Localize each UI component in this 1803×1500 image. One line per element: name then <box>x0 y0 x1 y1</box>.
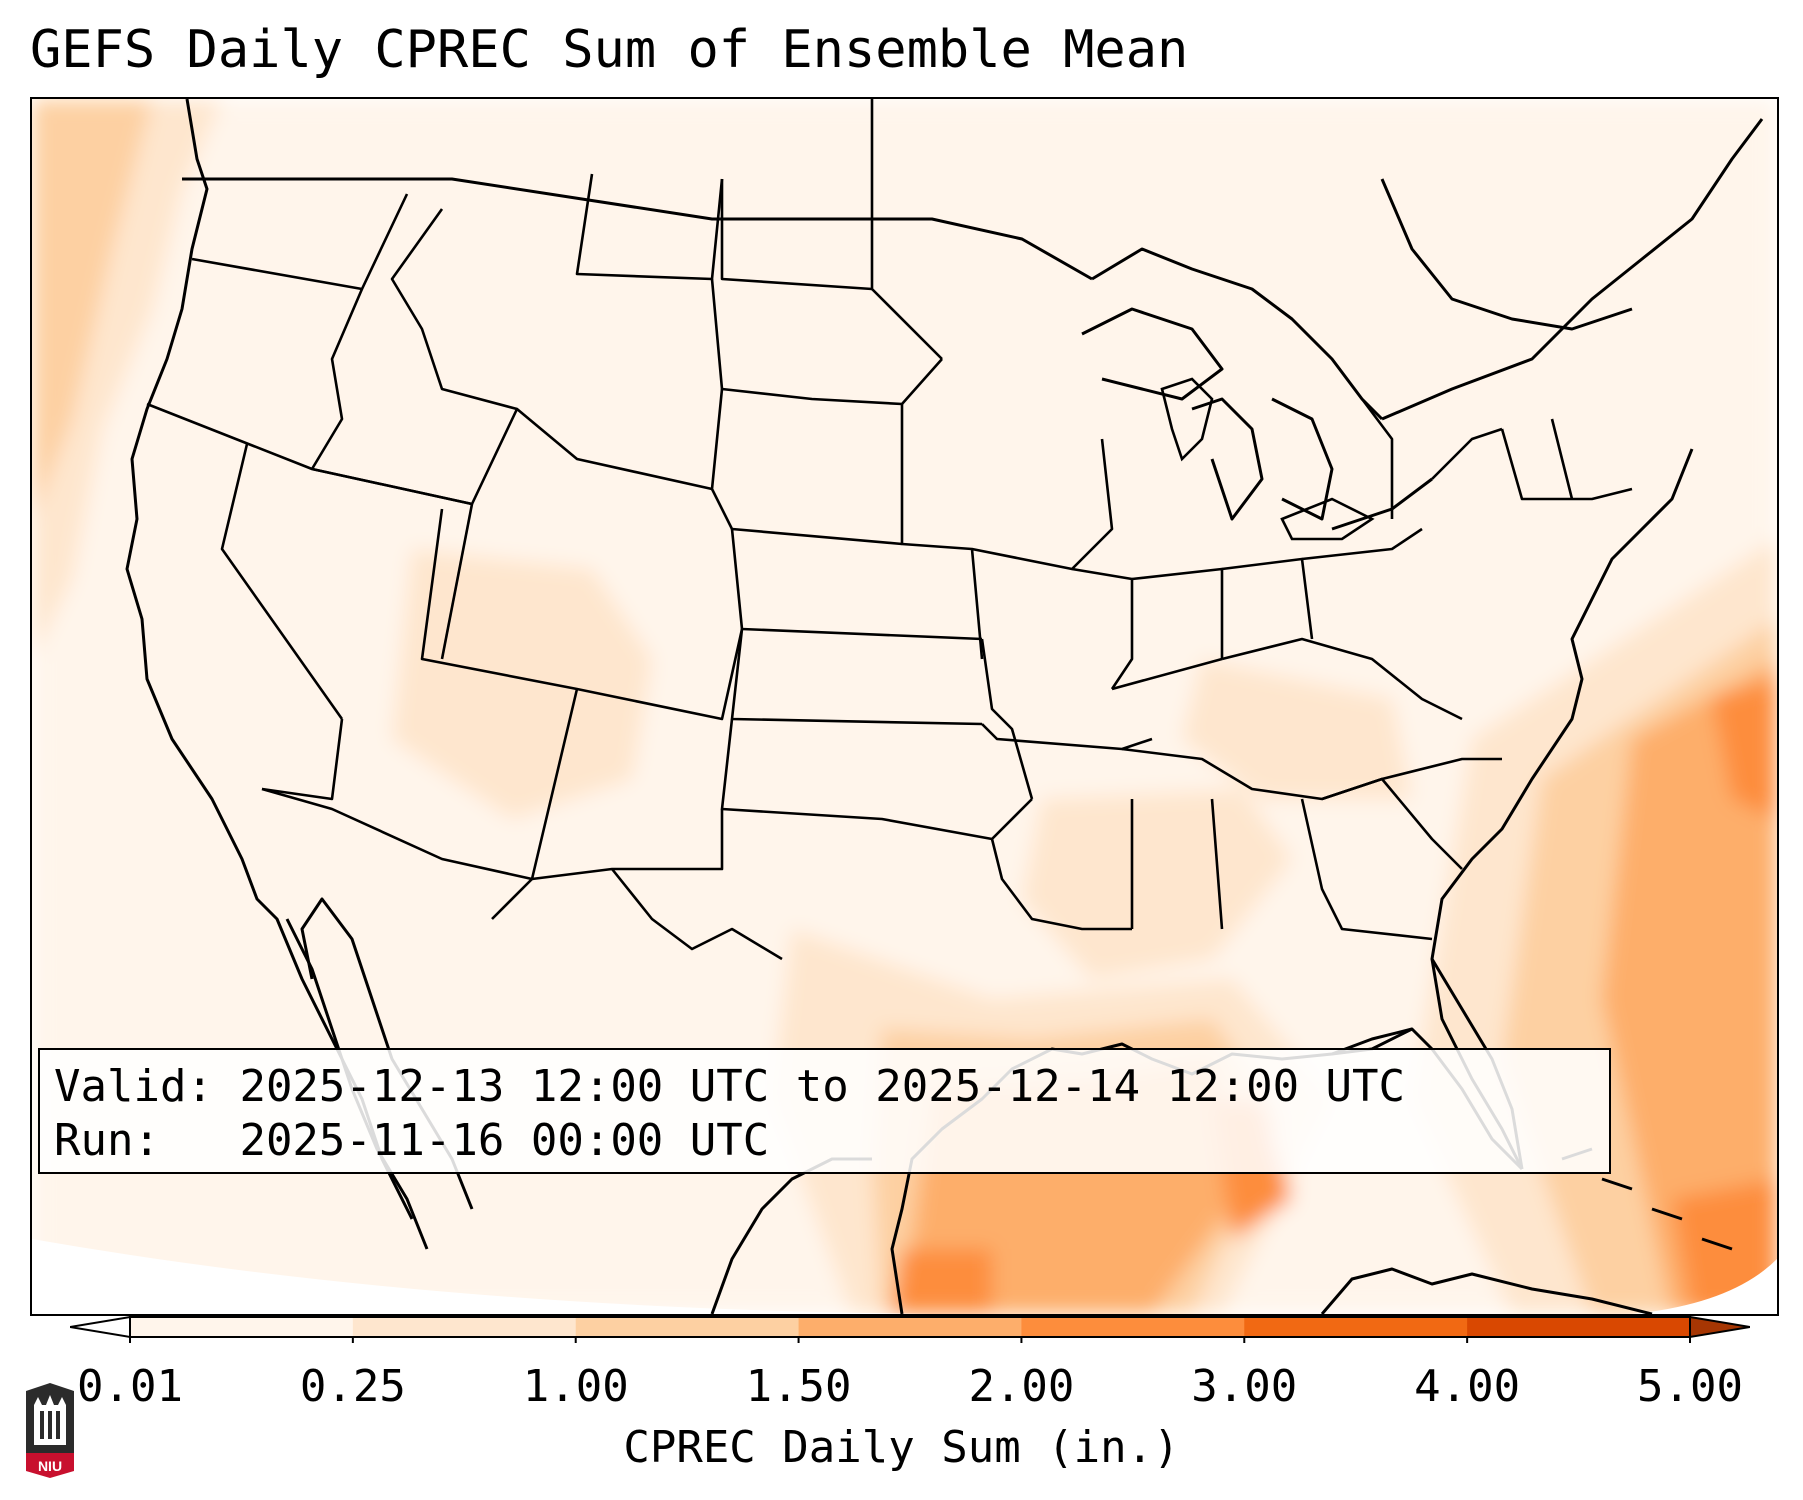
run-line: Run: 2025-11-16 00:00 UTC <box>54 1114 1609 1168</box>
niu-logo: NIU <box>26 1383 74 1478</box>
state-borders <box>146 99 1633 961</box>
colorbar-tick-label: 1.00 <box>522 1361 629 1412</box>
colorbar-segment <box>1021 1317 1245 1337</box>
colorbar <box>70 1315 1750 1343</box>
colorbar-segment <box>130 1317 354 1337</box>
colorbar-label: CPREC Daily Sum (in.) <box>623 1422 1180 1473</box>
colorbar-segment <box>1244 1317 1468 1337</box>
map-title: GEFS Daily CPREC Sum of Ensemble Mean <box>30 20 1189 80</box>
colorbar-segment <box>1467 1317 1691 1337</box>
colorbar-segment <box>352 1317 577 1337</box>
run-label: Run: <box>54 1115 160 1166</box>
precip-lower-mississippi <box>1022 789 1292 979</box>
colorbar-tick-label: 5.00 <box>1637 1361 1743 1412</box>
valid-line: Valid: 2025-12-13 12:00 UTC to 2025-12-1… <box>54 1060 1609 1114</box>
valid-value: 2025-12-13 12:00 UTC to 2025-12-14 12:00… <box>239 1061 1406 1112</box>
great-lakes <box>1160 377 1375 541</box>
colorbar-tick-label: 0.25 <box>299 1361 406 1412</box>
colorbar-over-arrow <box>1689 1315 1750 1339</box>
colorbar-segment <box>575 1317 800 1337</box>
validity-info-box: Valid: 2025-12-13 12:00 UTC to 2025-12-1… <box>38 1048 1611 1174</box>
precip-pacific-offshore <box>32 99 152 519</box>
colorbar-segment <box>798 1317 1022 1337</box>
colorbar-tick-label: 0.01 <box>77 1361 183 1412</box>
run-value: 2025-11-16 00:00 UTC <box>239 1115 770 1166</box>
colorbar-tick-label: 1.50 <box>745 1361 852 1412</box>
precip-yucatan-max <box>892 1249 992 1314</box>
projection-edge <box>32 1239 1777 1314</box>
svg-text:NIU: NIU <box>38 1458 62 1474</box>
colorbar-tick-label: 3.00 <box>1191 1361 1298 1412</box>
colorbar-under-arrow <box>70 1315 131 1339</box>
precip-ohio-valley <box>1182 659 1412 799</box>
valid-label: Valid: <box>54 1061 213 1112</box>
precip-atlantic-core <box>1602 659 1777 1314</box>
colorbar-tick-label: 2.00 <box>968 1361 1075 1412</box>
precip-southwest <box>392 549 652 819</box>
colorbar-tick-label: 4.00 <box>1414 1361 1521 1412</box>
precip-atlantic-max-north <box>1712 679 1777 819</box>
colorbar-outline <box>129 1316 1691 1338</box>
